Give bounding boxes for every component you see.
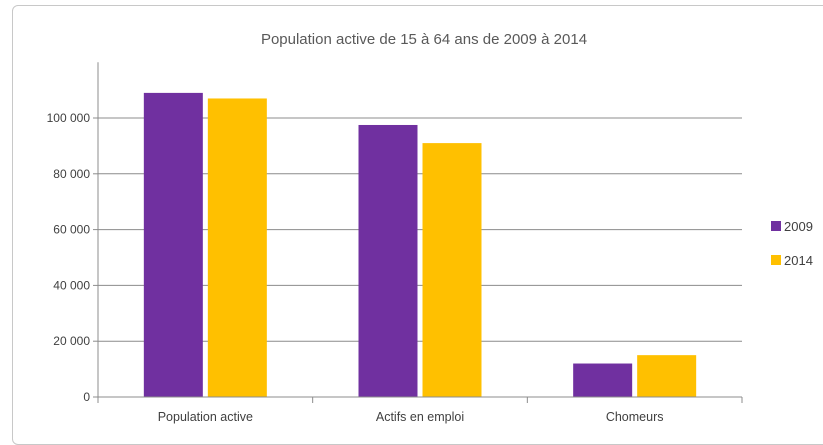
legend: 2009 2014 [771,219,813,268]
gridlines [98,117,742,342]
y-tick-label: 40 000 [53,278,90,292]
x-category-label: Actifs en emploi [376,410,464,424]
bar-2009-0 [143,92,203,397]
y-axis: 0 20 000 40 000 60 000 80 000 100 000 [47,62,99,404]
y-tick-label: 0 [83,390,90,404]
y-tick-label: 20 000 [53,334,90,348]
bar-2014-2 [637,355,697,397]
legend-label-2009: 2009 [784,219,813,234]
x-category-label: Chomeurs [606,410,664,424]
bar-2014-0 [207,98,267,397]
bar-2009-2 [573,363,633,397]
y-tick-label: 100 000 [47,111,91,125]
x-axis: Population active Actifs en emploi Chomeur… [97,396,743,424]
x-category-label: Population active [158,410,253,424]
legend-swatch-2014 [771,255,781,265]
chart-title: Population active de 15 à 64 ans de 2009… [261,31,587,48]
y-tick-label: 80 000 [53,167,90,181]
legend-swatch-2009 [771,221,781,231]
bar-chart: Population active de 15 à 64 ans de 2009… [47,31,813,424]
bar-2014-1 [422,143,482,397]
y-tick-label: 60 000 [53,223,90,237]
bars [143,92,697,397]
legend-label-2014: 2014 [784,253,813,268]
bar-2009-1 [358,124,418,397]
